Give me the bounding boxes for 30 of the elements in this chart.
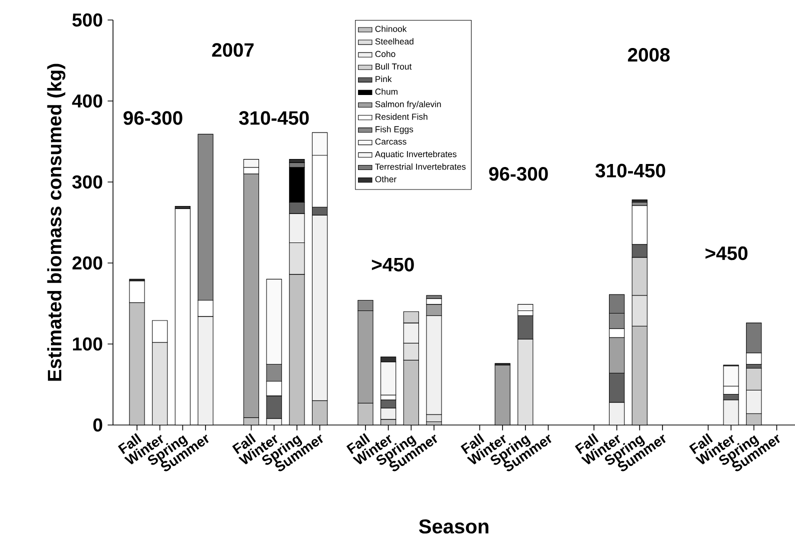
legend-label: Terrestrial Invertebrates xyxy=(375,163,466,170)
y-tick-label: 0 xyxy=(93,418,102,432)
legend-label: Other xyxy=(375,176,396,182)
annotation: 96-300 xyxy=(489,167,548,181)
y-tick-label: 300 xyxy=(72,175,102,189)
legend-label: Steelhead xyxy=(375,38,414,44)
y-tick-label: 100 xyxy=(72,337,102,351)
annotation: >450 xyxy=(706,246,748,260)
annotation: 310-450 xyxy=(239,111,309,125)
legend-label: Resident Fish xyxy=(376,113,428,120)
y-tick-label: 400 xyxy=(72,94,102,108)
bar xyxy=(632,200,648,203)
legend-label: Bull Trout xyxy=(376,63,412,70)
legend-label: Salmon fry/alevin xyxy=(375,100,441,109)
x-axis-title: Season xyxy=(419,519,488,534)
annotation: >450 xyxy=(372,258,414,272)
legend-label: Chum xyxy=(375,88,398,95)
annotation: 2008 xyxy=(628,48,670,62)
legend-label: Fish Eggs xyxy=(376,126,414,134)
annotation: 2007 xyxy=(212,43,254,57)
y-tick-label: 200 xyxy=(72,256,102,270)
legend-label: Pink xyxy=(376,76,392,82)
legend-label: Chinook xyxy=(375,26,407,32)
annotation: 96-300 xyxy=(124,111,182,125)
legend-label: Aquatic Invertebrates xyxy=(374,150,456,159)
annotation: 310-450 xyxy=(595,164,666,178)
legend-label: Carcass xyxy=(375,138,406,145)
legend-label: Coho xyxy=(375,50,396,58)
y-axis-title: Estimated biomass consumed (kg) xyxy=(47,64,66,381)
y-tick-label: 500 xyxy=(72,13,102,27)
